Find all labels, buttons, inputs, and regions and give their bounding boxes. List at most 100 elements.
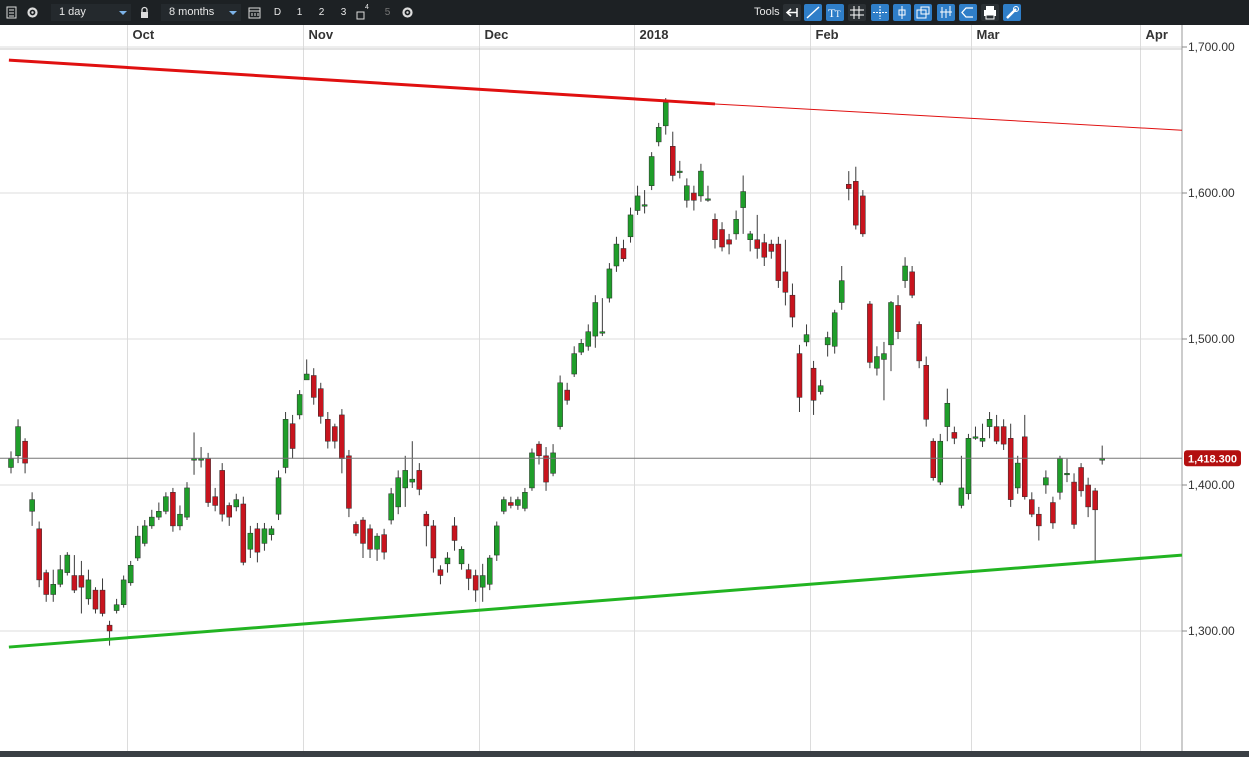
list-icon[interactable]	[3, 4, 20, 21]
candle-body	[289, 423, 296, 449]
candle-body	[353, 524, 359, 534]
calendar-icon[interactable]	[246, 4, 263, 21]
candle-body	[29, 499, 35, 512]
candle-body	[113, 604, 120, 611]
candle-body	[472, 575, 479, 591]
candle-body	[1022, 436, 1028, 497]
candle-body	[134, 535, 141, 559]
candle-body	[691, 192, 697, 201]
resistance-trendline[interactable]	[8, 58, 716, 106]
edit-icon[interactable]	[1003, 4, 1021, 21]
candle-body	[465, 569, 472, 579]
preset-4-button[interactable]: 4	[356, 4, 373, 21]
candle-body	[92, 589, 99, 610]
candle-body	[684, 185, 690, 201]
candle-body	[57, 569, 64, 585]
candle-body	[149, 516, 155, 527]
candle-body	[874, 356, 880, 369]
grid-icon[interactable]	[848, 4, 866, 21]
preset-d-button[interactable]: D	[273, 7, 282, 18]
candle-body	[881, 353, 887, 360]
candle-body	[613, 243, 620, 267]
candle-body	[247, 532, 254, 550]
fib-icon[interactable]	[937, 4, 955, 21]
candle-body	[451, 525, 458, 541]
candle-body	[85, 579, 92, 600]
candle-body	[275, 477, 282, 515]
svg-text:T: T	[828, 6, 836, 20]
candle-body	[979, 438, 986, 442]
candle-body	[909, 271, 915, 296]
candle-body	[318, 388, 324, 417]
candle-body	[529, 452, 535, 489]
candle-body	[930, 440, 936, 478]
print-icon[interactable]	[981, 4, 999, 21]
y-tick-label: 1,500.00	[1188, 332, 1235, 346]
price-chart[interactable]: Oct Nov Dec 2018 Feb Mar Apr 1,300.001,400.001…	[0, 25, 1249, 751]
candle-body	[388, 493, 394, 521]
candle-body	[8, 458, 14, 468]
candle-body	[184, 487, 190, 518]
candle-body	[838, 280, 845, 303]
back-arrow-icon[interactable]	[783, 4, 801, 21]
candle-body	[768, 243, 775, 252]
candle-body	[740, 191, 746, 208]
trendlines[interactable]	[8, 58, 1183, 649]
candle-body	[1014, 462, 1021, 489]
candle-body	[64, 554, 71, 573]
candle-body	[726, 239, 732, 245]
candle-body	[501, 499, 507, 512]
chevron-down-icon	[119, 11, 127, 15]
candle-body	[564, 389, 570, 401]
interval-select[interactable]: 1 day	[51, 4, 131, 21]
marker-icon[interactable]	[893, 4, 911, 21]
candle-body	[698, 170, 704, 197]
candle-body	[853, 181, 859, 226]
candle-body	[986, 419, 993, 427]
candle-body	[550, 452, 556, 474]
candles	[8, 98, 1105, 646]
candle-body	[677, 170, 683, 173]
candle-body	[754, 239, 760, 249]
trend-line-icon[interactable]	[804, 4, 822, 21]
bottom-scrollbar[interactable]	[0, 751, 1249, 757]
y-tick-label: 1,400.00	[1188, 478, 1235, 492]
channel-icon[interactable]	[914, 4, 932, 21]
lock-icon[interactable]	[136, 4, 153, 21]
candle-body	[733, 219, 739, 235]
x-axis: Oct Nov Dec 2018 Feb Mar Apr	[0, 27, 1182, 50]
candle-body	[599, 331, 606, 334]
candle-body	[1099, 458, 1105, 461]
shape-icon[interactable]	[959, 4, 977, 21]
candle-body	[346, 455, 352, 509]
gear-icon[interactable]	[24, 4, 41, 21]
preset-3-button[interactable]: 3	[340, 7, 347, 18]
candle-body	[655, 127, 662, 143]
candle-body	[775, 243, 782, 281]
candle-body	[508, 502, 514, 506]
y-tick-label: 1,600.00	[1188, 186, 1235, 200]
candle-body	[1057, 458, 1063, 493]
x-tick-label: 2018	[640, 27, 669, 42]
candle-body	[557, 382, 563, 427]
settings-gear-icon[interactable]	[399, 4, 416, 21]
resistance-extension[interactable]	[714, 103, 1183, 131]
candle-body	[902, 265, 908, 281]
crosshair-icon[interactable]	[871, 4, 889, 21]
x-tick-label: Mar	[977, 27, 1000, 42]
candle-body	[761, 242, 768, 258]
candle-body	[479, 575, 486, 588]
support-trendline[interactable]	[8, 553, 1183, 649]
candle-body	[1050, 502, 1056, 524]
x-tick-label: Dec	[485, 27, 509, 42]
y-tick-label: 1,700.00	[1188, 40, 1235, 54]
preset-5-button[interactable]: 5	[384, 7, 391, 18]
preset-1-button[interactable]: 1	[296, 7, 303, 18]
candle-body	[360, 519, 366, 544]
candle-body	[648, 156, 655, 186]
preset-2-button[interactable]: 2	[318, 7, 325, 18]
candle-body	[127, 565, 134, 584]
candle-body	[36, 528, 42, 581]
range-select[interactable]: 8 months	[161, 4, 241, 21]
